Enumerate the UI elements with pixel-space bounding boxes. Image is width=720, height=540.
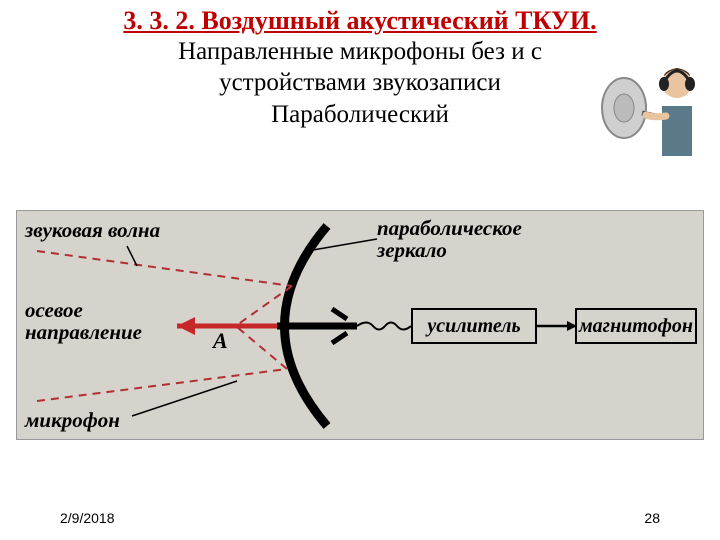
title-line: 3. 3. 2. Воздушный акустический ТКУИ. bbox=[0, 6, 720, 36]
person-photo bbox=[594, 38, 704, 158]
label-microphone: микрофон bbox=[25, 409, 120, 431]
label-mirror: параболическое зеркало bbox=[377, 217, 522, 261]
label-point-a: А bbox=[213, 329, 228, 352]
title-main: Воздушный акустический ТКУИ. bbox=[201, 6, 596, 35]
label-axial-direction: осевое направление bbox=[25, 299, 142, 343]
diagram-area: звуковая волна осевое направление микроф… bbox=[16, 210, 704, 440]
footer-date: 2/9/2018 bbox=[60, 510, 115, 526]
section-number: 3. 3. 2. bbox=[123, 6, 201, 35]
box-amplifier: усилитель bbox=[411, 308, 537, 344]
footer-page: 28 bbox=[644, 510, 660, 526]
label-sound-wave: звуковая волна bbox=[25, 219, 160, 241]
box-recorder: магнитофон bbox=[575, 308, 697, 344]
box-amplifier-label: усилитель bbox=[427, 315, 520, 338]
box-recorder-label: магнитофон bbox=[579, 315, 693, 338]
